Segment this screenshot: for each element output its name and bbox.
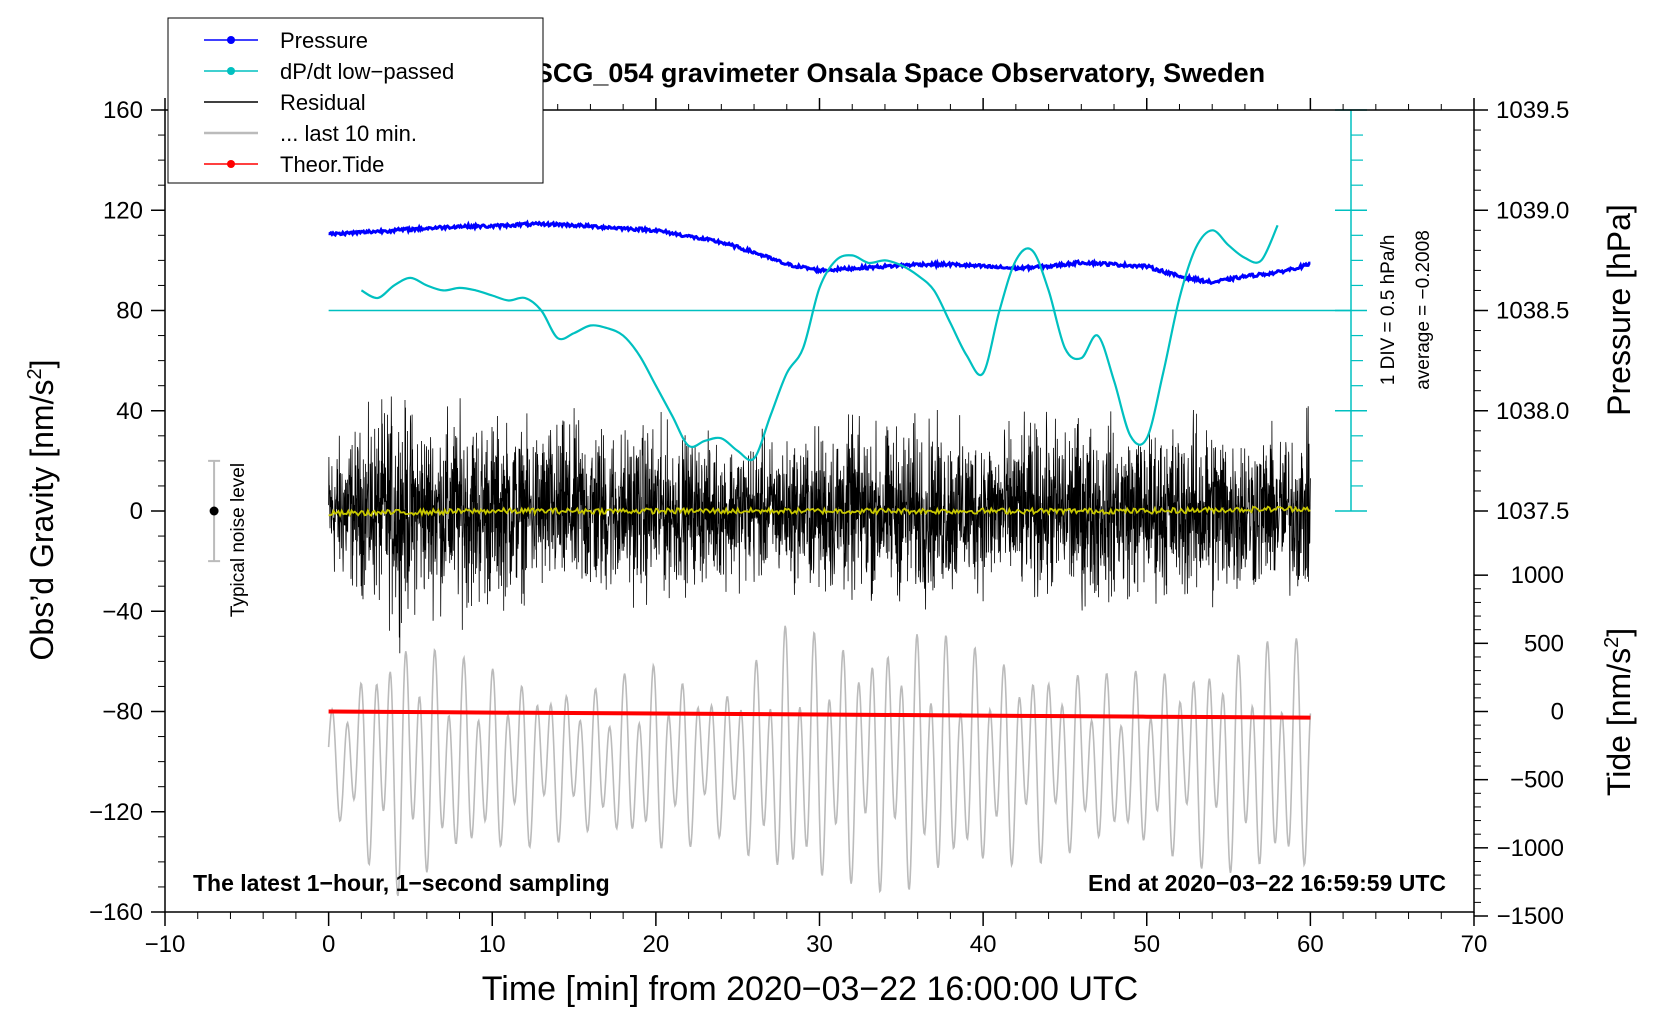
residual-line bbox=[328, 396, 1311, 654]
x-tick-label: 70 bbox=[1461, 931, 1488, 958]
legend: Pressure dP/dt low−passed Residual ... last… bbox=[167, 17, 544, 184]
trace-layer bbox=[208, 109, 1367, 897]
annotation-sampling: The latest 1−hour, 1−second sampling bbox=[193, 870, 610, 896]
legend-label: ... last 10 min. bbox=[280, 121, 417, 146]
legend-label: dP/dt low−passed bbox=[280, 59, 454, 84]
y-tide-tick-label: −1000 bbox=[1497, 835, 1564, 862]
x-tick-label: 20 bbox=[643, 931, 670, 958]
x-tick-label: 50 bbox=[1133, 931, 1160, 958]
dpdt-line bbox=[360, 224, 1279, 462]
annotation-end-time: End at 2020−03−22 16:59:59 UTC bbox=[1088, 870, 1446, 896]
y-gravity-tick-label: −120 bbox=[89, 799, 143, 826]
y-tide-tick-label: 500 bbox=[1524, 630, 1564, 657]
gravity-label-end: ] bbox=[24, 360, 60, 369]
y-gravity-tick-label: 0 bbox=[130, 498, 143, 525]
noise-level-dot bbox=[209, 506, 219, 516]
chart-title: SCG_054 gravimeter Onsala Space Observat… bbox=[535, 58, 1265, 88]
y-tide-tick-label: −1500 bbox=[1497, 903, 1564, 930]
y-pressure-tick-label: 1037.5 bbox=[1496, 498, 1569, 525]
y-gravity-tick-label: 160 bbox=[103, 97, 143, 124]
x-tick-label: −10 bbox=[145, 931, 186, 958]
gravity-label-main: Obs’d Gravity [nm/s bbox=[24, 380, 60, 661]
legend-marker bbox=[227, 36, 235, 44]
legend-label: Residual bbox=[280, 90, 366, 115]
x-tick-label: 40 bbox=[970, 931, 997, 958]
axes-layer: −10 0 10 20 30 40 50 60 70 −160 −120 −80 −40 0 40 80 120… bbox=[89, 97, 1569, 958]
last-10-min-line bbox=[327, 625, 1312, 897]
pressure-line bbox=[328, 219, 1311, 286]
x-tick-label: 0 bbox=[322, 931, 335, 958]
y-pressure-tick-label: 1039.5 bbox=[1496, 97, 1569, 124]
tide-label-sup: 2 bbox=[1601, 637, 1623, 648]
legend-marker bbox=[227, 160, 235, 168]
y-pressure-tick-label: 1038.5 bbox=[1496, 298, 1569, 325]
gravity-label-sup: 2 bbox=[24, 368, 46, 379]
y-pressure-tick-label: 1039.0 bbox=[1496, 197, 1569, 224]
dpdt-scale-label: 1 DIV = 0.5 hPa/h bbox=[1378, 235, 1399, 386]
lowpassed-residual-line bbox=[328, 505, 1311, 518]
y-gravity-tick-label: 120 bbox=[103, 197, 143, 224]
legend-box bbox=[167, 17, 544, 184]
legend-label: Pressure bbox=[280, 28, 368, 53]
y-gravity-tick-label: −80 bbox=[102, 699, 143, 726]
legend-marker bbox=[227, 67, 235, 75]
y-gravity-tick-label: 80 bbox=[116, 298, 143, 325]
y-tide-tick-label: 0 bbox=[1551, 699, 1564, 726]
tide-line bbox=[328, 709, 1311, 720]
y-axis-label-gravity: Obs’d Gravity [nm/s2] bbox=[24, 360, 60, 661]
y-gravity-tick-label: 40 bbox=[116, 398, 143, 425]
y-tide-tick-label: −500 bbox=[1510, 767, 1564, 794]
y-tide-tick-label: 1000 bbox=[1511, 562, 1564, 589]
x-axis-label: Time [min] from 2020−03−22 16:00:00 UTC bbox=[482, 970, 1138, 1008]
y-axis-label-pressure: Pressure [hPa] bbox=[1601, 204, 1637, 416]
x-tick-label: 30 bbox=[806, 931, 833, 958]
dpdt-average-label: average = −0.2008 bbox=[1413, 230, 1434, 390]
x-tick-label: 10 bbox=[479, 931, 506, 958]
y-gravity-tick-label: −40 bbox=[102, 598, 143, 625]
tide-label-main: Tide [nm/s bbox=[1601, 648, 1637, 796]
x-tick-label: 60 bbox=[1297, 931, 1324, 958]
noise-level-label: Typical noise level bbox=[228, 463, 249, 617]
legend-label: Theor.Tide bbox=[280, 152, 384, 177]
y-pressure-tick-label: 1038.0 bbox=[1496, 398, 1569, 425]
y-axis-label-tide: Tide [nm/s2] bbox=[1601, 628, 1637, 796]
tide-label-end: ] bbox=[1601, 628, 1637, 637]
y-gravity-tick-label: −160 bbox=[89, 899, 143, 926]
